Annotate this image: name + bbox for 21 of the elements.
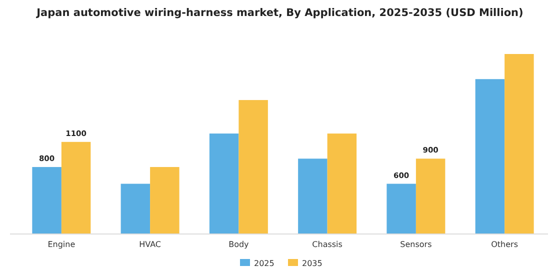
x-tick-label: Others xyxy=(491,240,518,249)
legend-label: 2035 xyxy=(302,259,322,268)
x-tick-label: Engine xyxy=(48,240,76,249)
bar xyxy=(238,100,268,234)
bar xyxy=(61,142,91,234)
legend-label: 2025 xyxy=(254,259,274,268)
x-tick-label: Chassis xyxy=(312,240,342,249)
bar xyxy=(150,167,180,234)
bar xyxy=(475,79,505,234)
chart-title: Japan automotive wiring-harness market, By Application, 2025-2035 (USD Million) xyxy=(36,7,524,19)
bar xyxy=(386,184,416,234)
bar xyxy=(327,134,357,234)
bar xyxy=(416,158,446,234)
bar xyxy=(120,184,150,234)
x-tick-label: Body xyxy=(228,240,250,249)
x-tick-label: Sensors xyxy=(400,240,432,249)
bar xyxy=(32,167,62,234)
bar xyxy=(298,158,328,234)
bar xyxy=(504,54,534,234)
x-tick-label: HVAC xyxy=(139,240,162,249)
bar xyxy=(209,134,239,234)
